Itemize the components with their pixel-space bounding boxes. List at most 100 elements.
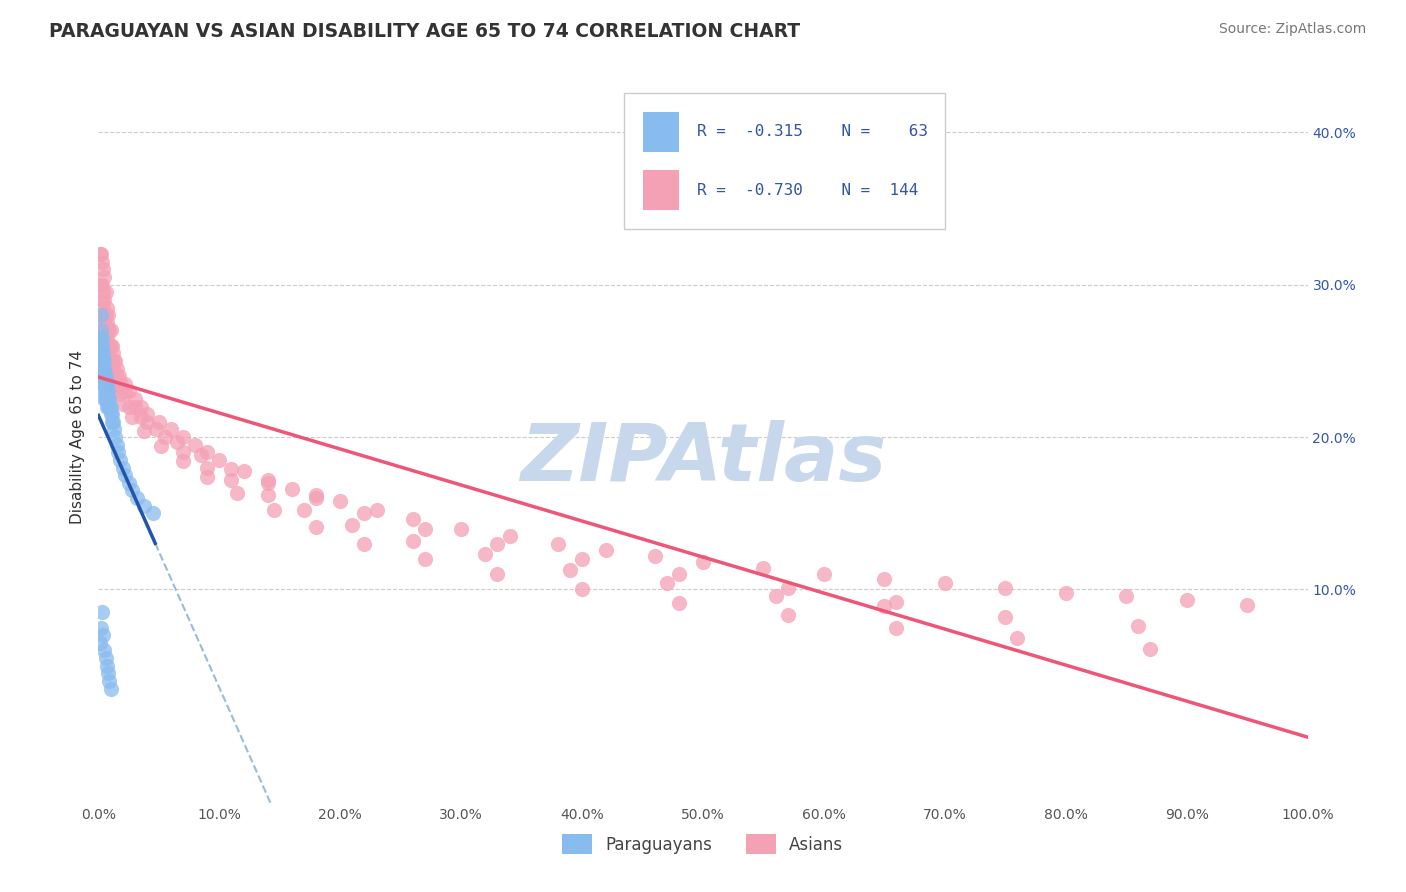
Point <box>498 529 520 543</box>
Point <box>96 361 118 376</box>
Point <box>655 576 678 591</box>
Point <box>94 369 117 384</box>
Point <box>93 369 115 384</box>
Point <box>100 407 122 421</box>
Point <box>91 361 114 376</box>
Point <box>89 247 111 261</box>
Point <box>96 331 118 345</box>
Point <box>342 518 364 533</box>
Point <box>305 488 328 502</box>
Point <box>366 503 388 517</box>
Point <box>108 369 131 384</box>
Point <box>91 361 114 376</box>
Point <box>94 392 117 406</box>
Point <box>93 361 115 376</box>
Point <box>184 438 207 452</box>
Point <box>97 308 120 322</box>
Point <box>129 410 152 425</box>
Point <box>134 424 156 438</box>
Point <box>93 384 115 399</box>
Point <box>96 376 118 391</box>
Point <box>474 548 496 562</box>
Point <box>90 308 112 322</box>
Point <box>91 354 114 368</box>
Point <box>160 422 183 436</box>
Point <box>93 361 115 376</box>
Point <box>101 376 124 391</box>
Point <box>145 422 167 436</box>
Bar <box>643 170 679 211</box>
Point <box>94 323 117 337</box>
Point <box>91 346 114 360</box>
Point <box>105 361 128 376</box>
Point <box>668 567 690 582</box>
Point <box>90 277 112 292</box>
Point <box>107 445 129 459</box>
Point <box>121 483 143 498</box>
Point <box>100 338 122 352</box>
Y-axis label: Disability Age 65 to 74: Disability Age 65 to 74 <box>70 350 86 524</box>
Point <box>89 331 111 345</box>
Point <box>98 338 121 352</box>
Point <box>98 323 121 337</box>
Point <box>166 434 188 449</box>
Point <box>94 285 117 300</box>
Point <box>124 400 146 414</box>
Point <box>96 658 118 673</box>
Point <box>101 361 124 376</box>
Point <box>91 376 114 391</box>
Point <box>90 323 112 337</box>
Point <box>89 636 111 650</box>
Point <box>91 255 114 269</box>
Point <box>486 567 509 582</box>
Point <box>413 521 436 535</box>
Point <box>353 506 375 520</box>
Point <box>121 410 143 425</box>
Point <box>886 621 908 635</box>
Point <box>97 338 120 352</box>
Point <box>93 643 115 657</box>
Point <box>190 448 212 462</box>
Point <box>104 430 127 444</box>
Point <box>94 384 117 399</box>
Point <box>353 537 375 551</box>
Point <box>402 512 425 526</box>
Point <box>93 331 115 345</box>
Point <box>93 270 115 285</box>
Point <box>91 331 114 345</box>
Point <box>94 651 117 665</box>
Point <box>402 533 425 548</box>
Point <box>96 384 118 399</box>
Point <box>692 555 714 569</box>
Point <box>91 262 114 277</box>
Text: R =  -0.315    N =    63: R = -0.315 N = 63 <box>697 124 928 139</box>
Point <box>305 520 328 534</box>
Point <box>934 576 956 591</box>
Point <box>97 400 120 414</box>
FancyBboxPatch shape <box>624 94 945 228</box>
Point <box>94 376 117 391</box>
Point <box>644 549 666 563</box>
Point <box>89 338 111 352</box>
Point <box>90 621 112 635</box>
Point <box>96 392 118 406</box>
Point <box>226 486 249 500</box>
Point <box>256 475 278 490</box>
Point <box>98 673 121 688</box>
Point <box>1054 585 1077 599</box>
Point <box>93 392 115 406</box>
Point <box>110 376 132 391</box>
Point <box>114 384 136 399</box>
Point <box>232 464 254 478</box>
Point <box>100 415 122 429</box>
Point <box>93 293 115 307</box>
Point <box>101 346 124 360</box>
Point <box>118 400 141 414</box>
Point <box>595 542 617 557</box>
Point <box>329 494 352 508</box>
Point <box>97 666 120 681</box>
Point <box>1115 589 1137 603</box>
Point <box>111 460 134 475</box>
Point <box>776 581 799 595</box>
Point <box>776 608 799 623</box>
